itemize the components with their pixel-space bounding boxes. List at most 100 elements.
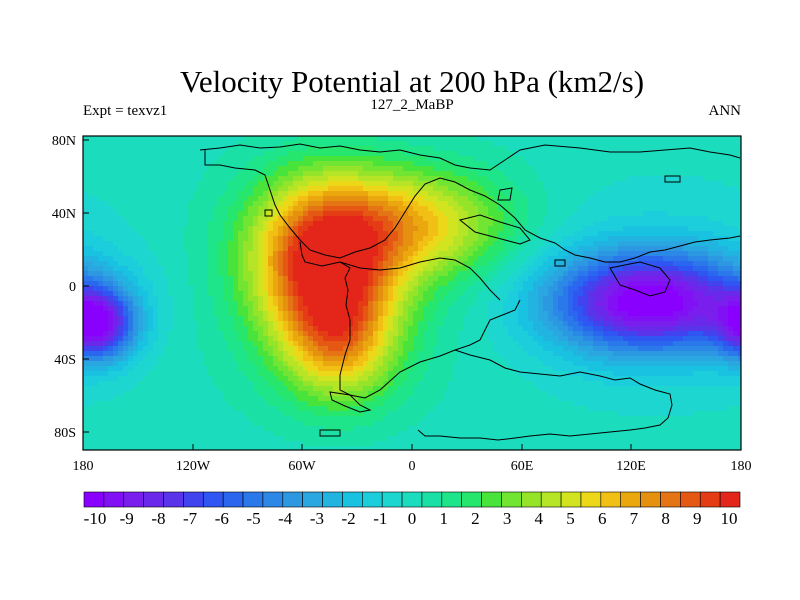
field-cell [353,211,359,217]
field-cell [408,171,414,177]
field-cell [583,201,589,207]
field-cell [108,286,114,292]
field-cell [738,256,741,262]
field-cell [618,316,624,322]
field-cell [158,216,164,222]
field-cell [698,156,704,162]
field-cell [143,176,149,182]
field-cell [658,196,664,202]
field-cell [153,301,159,307]
field-cell [178,291,184,297]
field-cell [598,246,604,252]
field-cell [338,216,344,222]
field-cell [713,246,719,252]
field-cell [663,276,669,282]
field-cell [473,241,479,247]
field-cell [288,251,294,257]
field-cell [118,151,124,157]
field-cell [548,256,554,262]
field-cell [488,136,494,142]
field-cell [658,241,664,247]
field-cell [573,136,579,142]
field-cell [418,216,424,222]
field-cell [463,236,469,242]
field-cell [578,156,584,162]
field-cell [723,261,729,267]
field-cell [463,256,469,262]
field-cell [203,311,209,317]
field-cell [503,141,509,147]
field-cell [198,311,204,317]
field-cell [98,256,104,262]
field-cell [668,296,674,302]
field-cell [568,256,574,262]
field-cell [478,211,484,217]
field-cell [248,286,254,292]
field-cell [293,181,299,187]
field-cell [293,286,299,292]
field-cell [648,261,654,267]
field-cell [723,286,729,292]
field-cell [148,161,154,167]
field-cell [403,251,409,257]
field-cell [493,211,499,217]
field-cell [183,266,189,272]
field-cell [653,236,659,242]
field-cell [138,266,144,272]
field-cell [208,281,214,287]
field-cell [718,216,724,222]
field-cell [123,281,129,287]
field-cell [338,251,344,257]
field-cell [643,276,649,282]
field-cell [453,181,459,187]
field-cell [283,271,289,277]
field-cell [388,171,394,177]
field-cell [553,286,559,292]
field-cell [563,311,569,317]
field-cell [613,236,619,242]
field-cell [133,241,139,247]
field-cell [353,276,359,282]
field-cell [328,321,334,327]
field-cell [368,286,374,292]
field-cell [378,241,384,247]
field-cell [128,191,134,197]
field-cell [128,151,134,157]
field-cell [108,256,114,262]
field-cell [348,301,354,307]
field-cell [238,291,244,297]
field-cell [448,271,454,277]
field-cell [368,186,374,192]
field-cell [333,311,339,317]
field-cell [468,171,474,177]
field-cell [498,276,504,282]
field-cell [738,196,741,202]
field-cell [588,251,594,257]
field-cell [428,246,434,252]
field-cell [523,286,529,292]
field-cell [543,276,549,282]
field-cell [378,256,384,262]
field-cell [273,226,279,232]
field-cell [473,311,479,317]
field-cell [613,136,619,142]
field-cell [498,166,504,172]
field-cell [333,316,339,322]
field-cell [398,236,404,242]
field-cell [653,211,659,217]
field-cell [88,316,94,322]
field-cell [453,151,459,157]
field-cell [288,296,294,302]
field-cell [438,171,444,177]
field-cell [588,151,594,157]
field-cell [708,191,714,197]
field-cell [533,311,539,317]
field-cell [303,211,309,217]
field-cell [563,281,569,287]
field-cell [603,306,609,312]
field-cell [453,241,459,247]
field-cell [98,286,104,292]
field-cell [588,281,594,287]
field-cell [353,161,359,167]
field-cell [618,171,624,177]
